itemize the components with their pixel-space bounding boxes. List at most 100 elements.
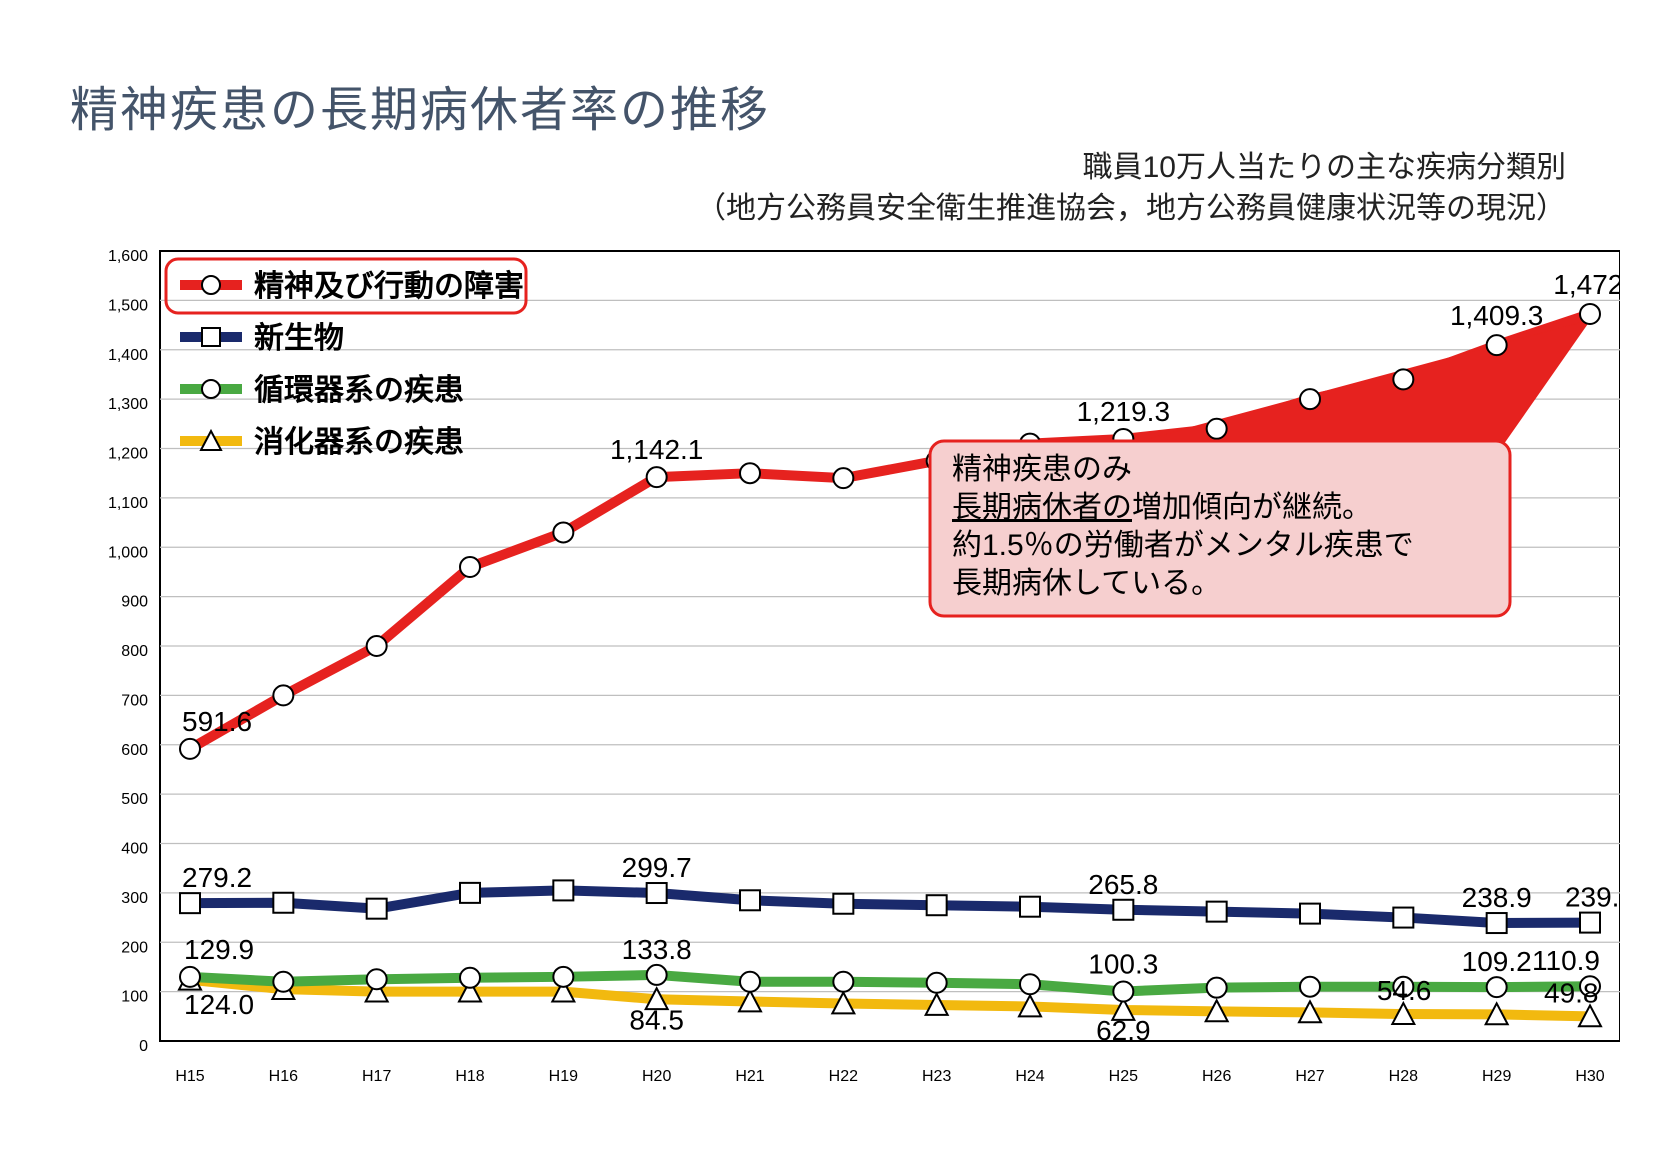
data-label-mental: 1,219.3: [1077, 396, 1170, 427]
data-label-digestive: 84.5: [629, 1004, 684, 1035]
data-label-circulatory: 129.9: [184, 934, 254, 965]
marker-neoplasm: [1113, 900, 1133, 920]
marker-circulatory: [833, 972, 853, 992]
marker-circulatory: [1113, 981, 1133, 1001]
y-tick-label: 100: [121, 989, 148, 1006]
y-tick-label: 0: [139, 1038, 148, 1055]
data-label-mental: 591.6: [182, 706, 252, 737]
page-title: 精神疾患の長期病休者率の推移: [70, 70, 1606, 140]
y-tick-label: 500: [121, 791, 148, 808]
page: 精神疾患の長期病休者率の推移 職員10万人当たりの主な疾病分類別 （地方公務員安…: [0, 0, 1666, 1160]
x-tick-label: H16: [269, 1068, 298, 1085]
y-tick-label: 1,400: [108, 347, 148, 364]
y-tick-label: 900: [121, 594, 148, 611]
marker-circulatory: [647, 965, 667, 985]
line-chart: 01002003004005006007008009001,0001,1001,…: [60, 241, 1620, 1121]
marker-circulatory: [927, 973, 947, 993]
data-label-circulatory: 110.9: [1532, 945, 1600, 976]
marker-neoplasm: [1020, 897, 1040, 917]
x-tick-label: H20: [642, 1068, 671, 1085]
x-tick-label: H28: [1389, 1068, 1418, 1085]
y-tick-label: 1,600: [108, 248, 148, 265]
marker-mental: [1580, 304, 1600, 324]
legend-label: 新生物: [254, 322, 344, 355]
x-tick-label: H29: [1482, 1068, 1511, 1085]
marker-circulatory: [273, 972, 293, 992]
marker-mental: [1487, 335, 1507, 355]
subtitle-line2: （地方公務員安全衛生推進協会，地方公務員健康状況等の現況）: [696, 192, 1566, 225]
marker-mental: [1393, 369, 1413, 389]
data-label-neoplasm: 279.2: [182, 862, 252, 893]
data-label-neoplasm: 299.7: [622, 852, 692, 883]
data-label-mental: 1,472.5: [1553, 269, 1620, 300]
y-tick-label: 800: [121, 643, 148, 660]
y-tick-label: 1,100: [108, 495, 148, 512]
x-tick-label: H23: [922, 1068, 951, 1085]
marker-circulatory: [180, 967, 200, 987]
callout-text: 長期病休している。: [952, 567, 1221, 600]
marker-circulatory: [1020, 974, 1040, 994]
marker-mental: [553, 522, 573, 542]
marker-circulatory: [1300, 977, 1320, 997]
marker-circulatory: [1207, 978, 1227, 998]
marker-circulatory: [367, 969, 387, 989]
marker-circulatory: [740, 972, 760, 992]
marker-neoplasm: [273, 893, 293, 913]
x-tick-label: H22: [829, 1068, 858, 1085]
subtitle: 職員10万人当たりの主な疾病分類別 （地方公務員安全衛生推進協会，地方公務員健康…: [60, 148, 1566, 229]
marker-neoplasm: [833, 894, 853, 914]
y-tick-label: 400: [121, 841, 148, 858]
marker-mental: [1207, 419, 1227, 439]
legend-label: 精神及び行動の障害: [254, 269, 524, 303]
data-label-digestive: 49.8: [1544, 977, 1599, 1008]
marker-neoplasm: [180, 893, 200, 913]
y-tick-label: 1,300: [108, 396, 148, 413]
data-label-circulatory: 100.3: [1088, 948, 1158, 979]
marker-neoplasm: [460, 883, 480, 903]
marker-neoplasm: [927, 895, 947, 915]
x-tick-label: H26: [1202, 1068, 1231, 1085]
marker-circulatory: [553, 967, 573, 987]
y-tick-label: 200: [121, 939, 148, 956]
data-label-mental: 1,409.3: [1450, 300, 1543, 331]
data-label-digestive: 124.0: [184, 989, 254, 1020]
x-tick-label: H27: [1295, 1068, 1324, 1085]
x-tick-label: H30: [1575, 1068, 1604, 1085]
marker-mental: [273, 685, 293, 705]
marker-mental: [1300, 389, 1320, 409]
marker-neoplasm: [1487, 913, 1507, 933]
legend-label: 循環器系の疾患: [254, 373, 464, 407]
marker-neoplasm: [553, 880, 573, 900]
data-label-digestive: 54.6: [1377, 975, 1432, 1006]
y-tick-label: 600: [121, 742, 148, 759]
data-label-neoplasm: 265.8: [1088, 869, 1158, 900]
marker-circulatory: [460, 968, 480, 988]
marker-mental: [367, 636, 387, 656]
y-tick-label: 300: [121, 890, 148, 907]
callout-text: 約1.5％の労働者がメンタル疾患で: [952, 529, 1414, 562]
data-label-digestive: 62.9: [1096, 1015, 1151, 1046]
legend-marker: [202, 328, 220, 346]
x-tick-label: H24: [1015, 1068, 1044, 1085]
legend-marker: [202, 380, 220, 398]
x-tick-label: H21: [735, 1068, 764, 1085]
marker-neoplasm: [647, 883, 667, 903]
marker-circulatory: [1487, 977, 1507, 997]
marker-neoplasm: [740, 890, 760, 910]
data-label-circulatory: 109.2: [1462, 946, 1532, 977]
legend-label: 消化器系の疾患: [254, 425, 464, 459]
callout-text: 長期病休者の増加傾向が継続。: [952, 491, 1372, 524]
callout-text: 精神疾患のみ: [952, 453, 1132, 486]
marker-mental: [740, 463, 760, 483]
x-tick-label: H17: [362, 1068, 391, 1085]
marker-mental: [180, 739, 200, 759]
chart-area: 01002003004005006007008009001,0001,1001,…: [60, 241, 1620, 1121]
subtitle-line1: 職員10万人当たりの主な疾病分類別: [1083, 151, 1566, 184]
marker-mental: [460, 557, 480, 577]
marker-neoplasm: [1580, 913, 1600, 933]
marker-neoplasm: [367, 899, 387, 919]
data-label-neoplasm: 239.8: [1565, 882, 1620, 913]
marker-neoplasm: [1207, 902, 1227, 922]
x-tick-label: H19: [549, 1068, 578, 1085]
y-tick-label: 1,500: [108, 297, 148, 314]
